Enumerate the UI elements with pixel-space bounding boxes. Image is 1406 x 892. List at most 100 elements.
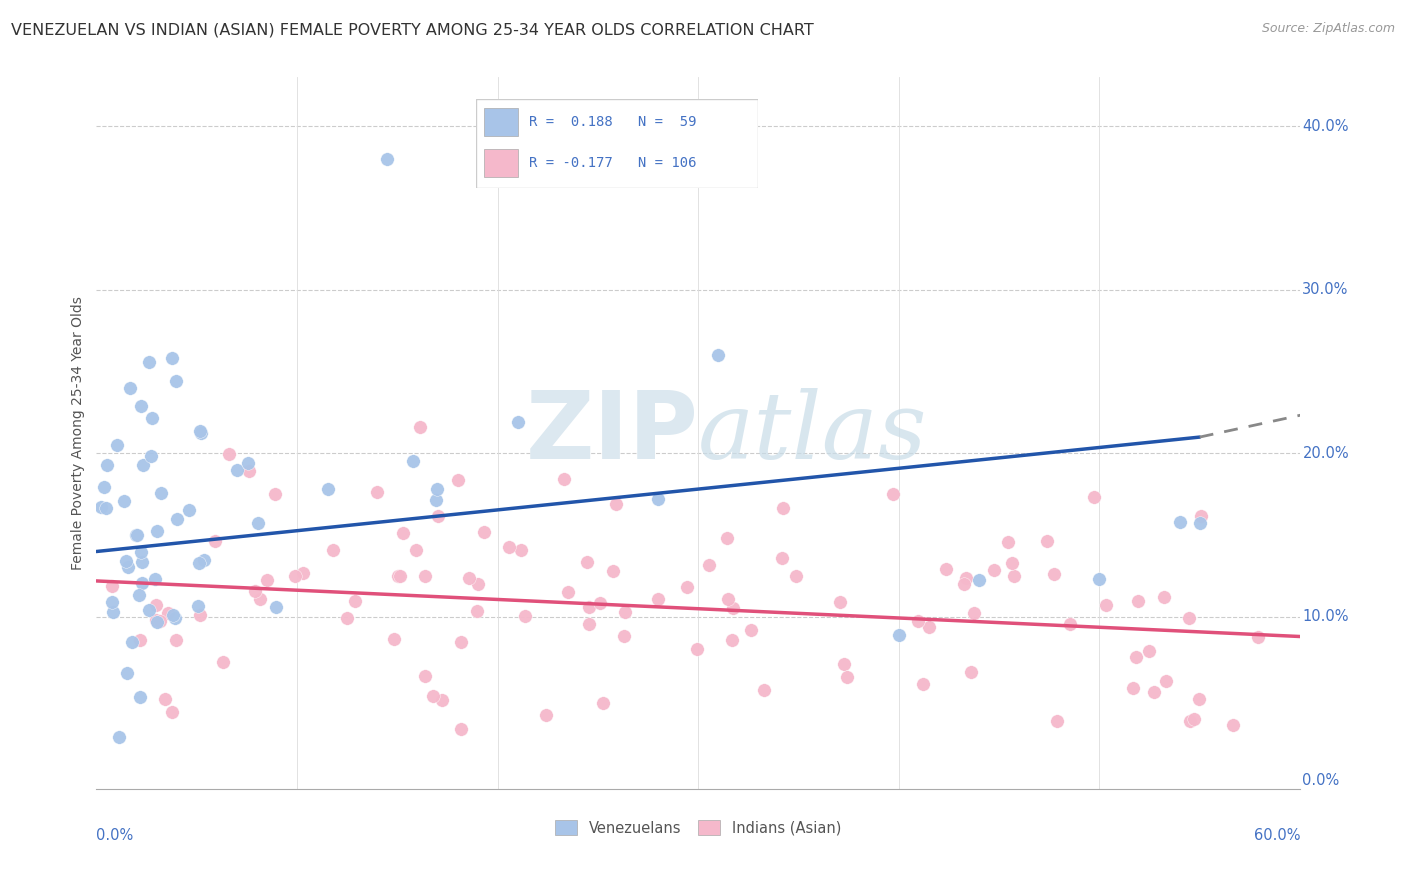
- Point: [246, 516, 269, 530]
- Point: [108, 730, 131, 744]
- Point: [465, 604, 488, 618]
- Point: [835, 670, 858, 684]
- Point: [388, 569, 411, 583]
- Point: [1189, 508, 1212, 523]
- Point: [149, 614, 172, 628]
- Point: [1002, 569, 1025, 583]
- Point: [128, 588, 150, 602]
- Text: ZIP: ZIP: [526, 387, 699, 479]
- Point: [402, 454, 425, 468]
- Point: [125, 528, 148, 542]
- Point: [997, 534, 1019, 549]
- Point: [458, 570, 481, 584]
- Point: [96, 500, 118, 515]
- Point: [1043, 566, 1066, 581]
- Point: [721, 632, 744, 647]
- Point: [141, 411, 163, 425]
- Point: [316, 482, 339, 496]
- Text: 40.0%: 40.0%: [1302, 119, 1348, 134]
- Point: [115, 665, 138, 680]
- Point: [589, 596, 612, 610]
- Point: [238, 456, 260, 470]
- Point: [575, 555, 598, 569]
- Point: [112, 494, 135, 508]
- Point: [204, 534, 226, 549]
- Point: [93, 480, 115, 494]
- Point: [375, 152, 398, 166]
- Point: [1143, 685, 1166, 699]
- Point: [264, 600, 287, 615]
- Point: [256, 573, 278, 587]
- Point: [90, 500, 112, 515]
- Point: [785, 569, 807, 583]
- Point: [115, 554, 138, 568]
- Point: [188, 557, 211, 571]
- Point: [129, 633, 152, 648]
- Point: [513, 609, 536, 624]
- Point: [953, 577, 976, 591]
- Point: [1088, 572, 1111, 586]
- Point: [143, 573, 166, 587]
- Point: [165, 633, 187, 648]
- Point: [578, 617, 600, 632]
- Point: [162, 608, 184, 623]
- Point: [1095, 598, 1118, 612]
- Point: [592, 696, 614, 710]
- Point: [129, 690, 152, 704]
- Point: [101, 595, 124, 609]
- Point: [614, 605, 637, 619]
- Point: [613, 629, 636, 643]
- Point: [723, 601, 745, 615]
- Point: [291, 566, 314, 580]
- Point: [1083, 490, 1105, 504]
- Point: [1126, 593, 1149, 607]
- Point: [1178, 714, 1201, 728]
- Point: [131, 576, 153, 591]
- Point: [382, 632, 405, 646]
- Point: [887, 628, 910, 642]
- Point: [1122, 681, 1144, 695]
- Point: [450, 635, 472, 649]
- Legend: Venezuelans, Indians (Asian): Venezuelans, Indians (Asian): [550, 814, 848, 842]
- Point: [647, 491, 669, 506]
- Point: [426, 482, 449, 496]
- Point: [149, 486, 172, 500]
- Point: [145, 599, 167, 613]
- Point: [772, 501, 794, 516]
- Point: [1168, 515, 1191, 529]
- Text: 0.0%: 0.0%: [97, 828, 134, 843]
- Point: [101, 578, 124, 592]
- Point: [1046, 714, 1069, 728]
- Text: 20.0%: 20.0%: [1302, 446, 1348, 461]
- Point: [699, 558, 721, 572]
- Point: [557, 585, 579, 599]
- Point: [506, 415, 529, 429]
- Point: [1247, 631, 1270, 645]
- Text: Source: ZipAtlas.com: Source: ZipAtlas.com: [1261, 22, 1395, 36]
- Point: [243, 584, 266, 599]
- Point: [156, 606, 179, 620]
- Point: [125, 528, 148, 542]
- Point: [160, 351, 183, 365]
- Point: [770, 551, 793, 566]
- Point: [536, 708, 558, 723]
- Point: [882, 487, 904, 501]
- Point: [740, 623, 762, 637]
- Point: [983, 563, 1005, 577]
- Point: [101, 605, 124, 619]
- Point: [238, 464, 260, 478]
- Point: [165, 374, 187, 388]
- Point: [967, 573, 990, 587]
- Point: [218, 447, 240, 461]
- Point: [911, 677, 934, 691]
- Point: [447, 473, 470, 487]
- Text: atlas: atlas: [699, 388, 928, 478]
- Text: VENEZUELAN VS INDIAN (ASIAN) FEMALE POVERTY AMONG 25-34 YEAR OLDS CORRELATION CH: VENEZUELAN VS INDIAN (ASIAN) FEMALE POVE…: [11, 22, 814, 37]
- Point: [1222, 718, 1244, 732]
- Point: [138, 355, 160, 369]
- Point: [413, 569, 436, 583]
- Point: [343, 594, 366, 608]
- Text: 60.0%: 60.0%: [1254, 828, 1301, 843]
- Point: [187, 599, 209, 614]
- Point: [146, 615, 169, 630]
